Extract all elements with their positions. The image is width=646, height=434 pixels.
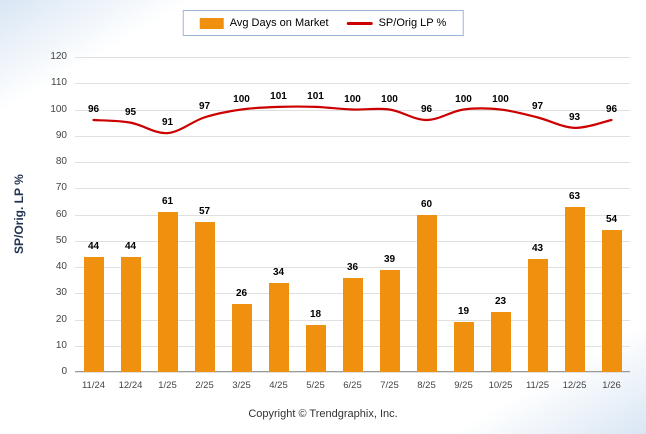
line-series-swatch — [346, 21, 373, 25]
legend-item-bar: Avg Days on Market — [199, 17, 329, 29]
y-tick-label: 80 — [55, 156, 67, 167]
y-tick-label: 70 — [55, 182, 67, 194]
line-value-label: 100 — [492, 93, 509, 105]
line-value-label: 95 — [124, 106, 137, 118]
bar — [564, 206, 585, 372]
line-series — [92, 105, 613, 135]
y-axis-title: SP/Orig. LP % — [12, 174, 26, 255]
gridline — [75, 214, 630, 216]
bar — [305, 324, 326, 372]
bar-value-label: 23 — [494, 295, 507, 307]
bar-value-label: 44 — [124, 240, 137, 252]
bar — [194, 222, 215, 372]
gridline — [75, 135, 630, 137]
legend-bar-label: Avg Days on Market — [229, 17, 329, 29]
bar-series-swatch — [199, 17, 224, 29]
bar — [527, 259, 548, 372]
y-tick-label: 20 — [55, 313, 67, 325]
bar — [231, 303, 252, 372]
line-value-label: 100 — [233, 93, 250, 105]
x-tick-label: 1/26 — [602, 380, 621, 391]
x-tick-label: 10/25 — [488, 380, 513, 391]
line-value-label: 97 — [531, 101, 544, 113]
y-tick-label: 40 — [55, 261, 67, 272]
legend: Avg Days on Market SP/Orig LP % — [182, 10, 464, 36]
line-value-label: 96 — [605, 104, 618, 115]
copyright-text: Copyright © Trendgraphix, Inc. — [248, 408, 398, 420]
y-tick-label: 10 — [55, 339, 67, 351]
y-tick-label: 120 — [50, 51, 67, 62]
plot-area: 44 44 61 57 26 34 18 36 39 60 19 23 43 63 54 96 95 91 97 10… — [75, 57, 630, 373]
bar-value-label: 60 — [420, 198, 433, 210]
bar-value-label: 39 — [383, 253, 396, 265]
gridline — [75, 188, 630, 190]
x-tick-label: 11/25 — [525, 380, 550, 391]
bar — [83, 256, 104, 372]
bar — [120, 256, 141, 372]
gridline — [75, 372, 630, 373]
bar — [490, 311, 511, 372]
line-value-label: 91 — [161, 117, 174, 129]
bar-value-label: 43 — [531, 243, 544, 255]
y-tick-label: 60 — [55, 208, 67, 220]
gridline — [75, 240, 630, 242]
x-tick-label: 12/25 — [562, 380, 587, 391]
x-tick-label: 12/24 — [118, 380, 143, 391]
legend-line-label: SP/Orig LP % — [378, 17, 447, 29]
x-tick-label: 1/25 — [158, 380, 177, 391]
x-tick-label: 11/24 — [81, 380, 106, 391]
line-value-label: 100 — [344, 93, 361, 105]
x-tick-label: 9/25 — [454, 380, 473, 391]
x-tick-label: 4/25 — [269, 380, 288, 391]
bar-value-label: 57 — [198, 206, 211, 218]
bar-value-label: 63 — [568, 190, 581, 202]
bar-value-label: 34 — [272, 266, 285, 278]
bar-value-label: 54 — [605, 214, 618, 226]
line-value-label: 96 — [87, 104, 100, 115]
y-tick-label: 50 — [55, 234, 67, 246]
bar — [268, 282, 289, 372]
line-value-label: 101 — [307, 90, 324, 102]
bar-value-label: 19 — [457, 306, 470, 318]
y-tick-label: 0 — [61, 366, 67, 377]
bar-value-label: 18 — [309, 308, 322, 320]
bar-value-label: 61 — [161, 195, 174, 207]
gridline — [75, 162, 630, 163]
gridline — [75, 57, 630, 58]
bar — [453, 322, 474, 372]
y-tick-label: 110 — [51, 77, 67, 89]
line-value-label: 96 — [420, 104, 433, 115]
x-tick-label: 8/25 — [417, 380, 436, 391]
gridline — [75, 267, 630, 268]
line-value-label: 100 — [455, 93, 472, 105]
bar — [601, 230, 622, 372]
bar-value-label: 36 — [346, 261, 359, 273]
line-value-label: 93 — [568, 111, 581, 123]
x-tick-label: 6/25 — [343, 380, 362, 391]
gridline — [75, 83, 630, 85]
y-tick-label: 30 — [55, 287, 67, 299]
bar — [379, 269, 400, 372]
line-value-label: 97 — [198, 101, 211, 113]
bar — [416, 214, 437, 372]
y-tick-label: 100 — [50, 103, 67, 115]
bar-value-label: 44 — [87, 240, 100, 252]
bar — [342, 277, 363, 372]
y-tick-label: 90 — [55, 129, 67, 141]
line-value-label: 100 — [381, 93, 398, 105]
legend-item-line: SP/Orig LP % — [346, 17, 447, 29]
x-tick-label: 3/25 — [232, 380, 251, 391]
x-tick-label: 5/25 — [306, 380, 325, 391]
bar-value-label: 26 — [235, 287, 248, 299]
line-value-label: 101 — [270, 90, 287, 102]
bar — [157, 211, 178, 372]
x-tick-label: 7/25 — [380, 380, 399, 391]
x-tick-label: 2/25 — [195, 380, 214, 391]
